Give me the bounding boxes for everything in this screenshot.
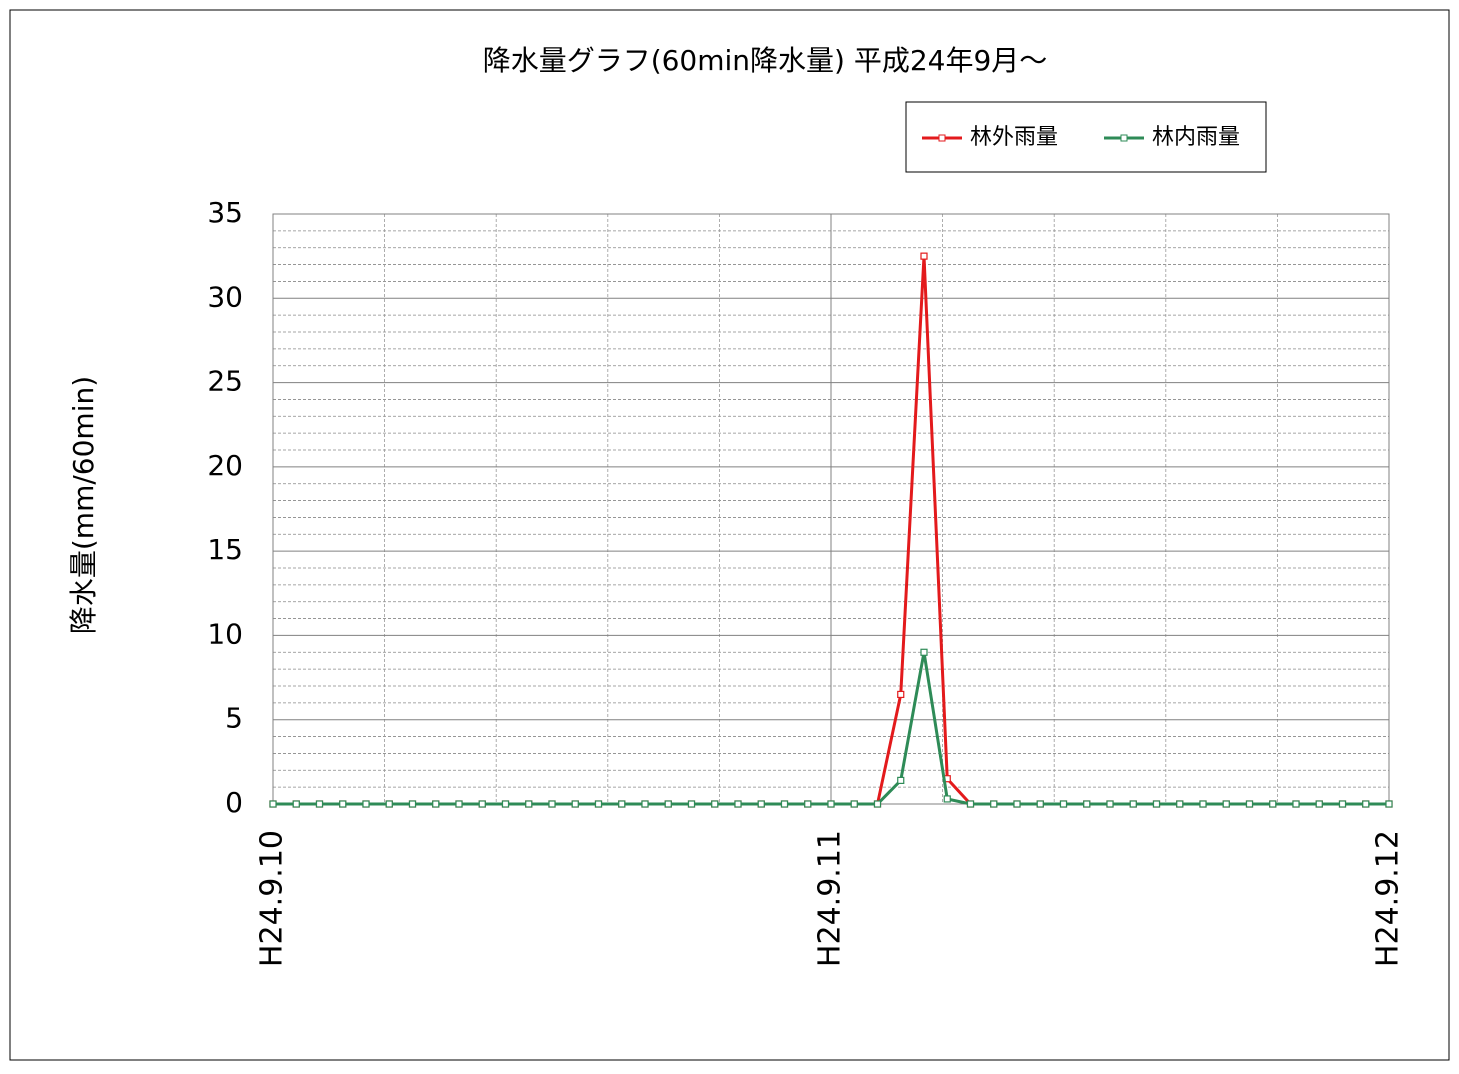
point-marker	[1245, 800, 1254, 808]
point-marker	[292, 800, 300, 808]
x-tick-label: H24.9.12	[1371, 830, 1406, 967]
y-tick-label: 30	[207, 280, 243, 313]
point-marker	[432, 800, 440, 808]
legend-marker	[938, 134, 946, 142]
point-marker	[990, 800, 998, 808]
point-marker	[757, 800, 765, 808]
point-marker	[1083, 800, 1091, 808]
point-marker	[966, 800, 975, 808]
point-marker	[1176, 800, 1184, 808]
point-marker	[455, 800, 463, 808]
point-marker	[1338, 800, 1347, 808]
point-marker	[850, 800, 858, 808]
legend-marker	[1120, 134, 1128, 142]
legend-label: 林内雨量	[1152, 125, 1240, 150]
point-marker	[920, 252, 928, 260]
point-marker	[618, 800, 626, 808]
point-marker	[1362, 800, 1370, 808]
point-marker	[1036, 800, 1044, 808]
point-marker	[548, 800, 556, 808]
point-marker	[571, 800, 579, 808]
y-tick-label: 0	[225, 786, 243, 819]
y-axis-label: 降水量(mm/60min)	[67, 376, 100, 634]
y-tick-label: 15	[207, 533, 243, 566]
point-marker	[339, 800, 347, 808]
x-tick-label: H24.9.11	[813, 830, 848, 967]
point-marker	[804, 800, 812, 808]
point-marker	[315, 800, 324, 808]
point-marker	[269, 800, 277, 808]
point-marker	[641, 800, 649, 808]
point-marker	[478, 800, 486, 808]
point-marker	[711, 800, 719, 808]
point-marker	[408, 800, 417, 808]
y-tick-label: 35	[207, 196, 243, 229]
x-tick-label: H24.9.10	[255, 830, 290, 967]
point-marker	[525, 800, 533, 808]
point-marker	[897, 776, 905, 785]
point-marker	[687, 800, 696, 808]
point-marker	[385, 800, 393, 808]
point-marker	[1199, 800, 1207, 808]
y-tick-label: 20	[207, 449, 243, 482]
point-marker	[734, 800, 742, 808]
point-marker	[1292, 800, 1300, 808]
y-tick-label: 25	[207, 365, 243, 398]
point-marker	[1059, 800, 1068, 808]
point-marker	[1013, 800, 1021, 808]
point-marker	[1152, 800, 1161, 808]
point-marker	[1129, 800, 1137, 808]
legend-label: 林外雨量	[970, 125, 1058, 150]
point-marker	[1106, 800, 1114, 808]
point-marker	[873, 800, 882, 808]
point-marker	[1222, 800, 1230, 808]
point-marker	[664, 800, 672, 808]
point-marker	[594, 800, 603, 808]
point-marker	[780, 800, 789, 808]
point-marker	[1385, 800, 1393, 808]
point-marker	[1269, 800, 1277, 808]
chart-title: 降水量グラフ(60min降水量) 平成24年9月～	[483, 44, 1048, 77]
point-marker	[943, 795, 951, 803]
legend-box	[905, 101, 1267, 173]
point-marker	[501, 800, 510, 808]
point-marker	[920, 648, 928, 656]
point-marker	[897, 690, 905, 699]
y-tick-label: 5	[225, 702, 243, 735]
point-marker	[362, 800, 370, 808]
point-marker	[827, 800, 835, 808]
point-marker	[1315, 800, 1323, 808]
y-tick-label: 10	[207, 617, 243, 650]
